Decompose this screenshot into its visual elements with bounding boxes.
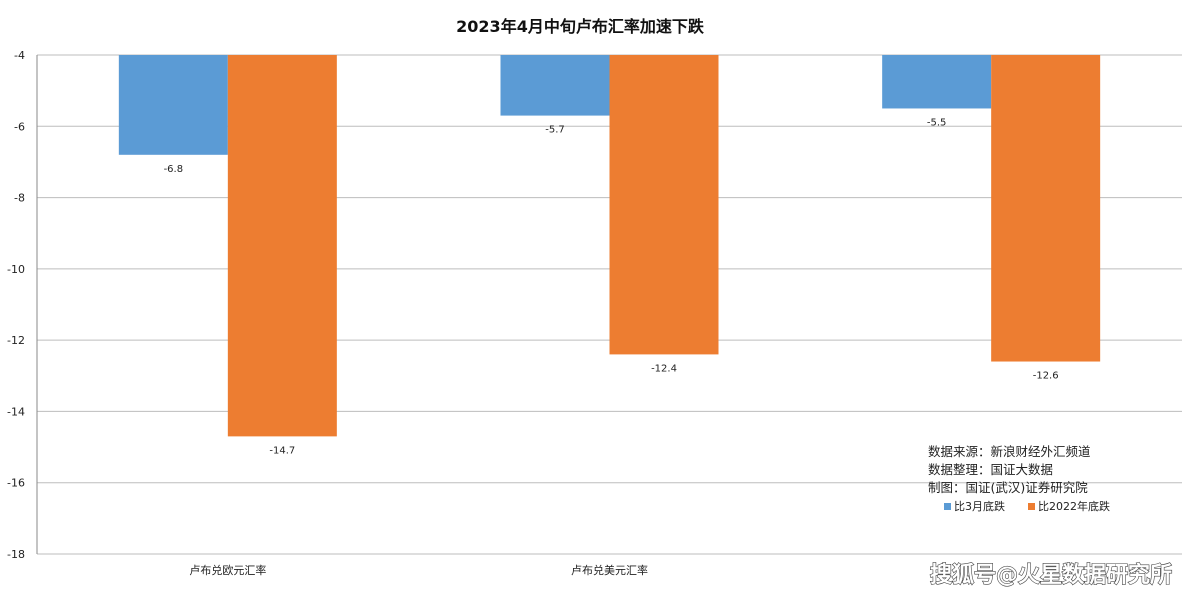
data-label: -6.8 [164, 164, 184, 175]
legend-swatch [944, 503, 951, 510]
data-label: -12.4 [651, 363, 677, 374]
y-tick-label: -6 [14, 120, 25, 133]
y-tick-label: -12 [7, 334, 25, 347]
x-category-label: 卢布兑欧元汇率 [189, 563, 266, 577]
bar [227, 55, 337, 437]
y-tick-label: -18 [7, 548, 25, 561]
data-label: -5.7 [545, 125, 565, 136]
y-tick-label: -16 [7, 477, 25, 490]
legend-swatch [1028, 503, 1035, 510]
bars [118, 55, 1101, 437]
legend-label: 比2022年底跌 [1038, 499, 1110, 513]
data-label: -12.6 [1033, 371, 1059, 382]
note-line-source: 数据来源：新浪财经外汇频道 [928, 444, 1091, 459]
bar [882, 55, 992, 109]
bar [609, 55, 719, 355]
y-tick-label: -10 [7, 263, 25, 276]
legend: 比3月底跌 比2022年底跌 [944, 499, 1110, 513]
y-tick-label: -4 [14, 49, 25, 62]
source-notes: 数据来源：新浪财经外汇频道 数据整理：国证大数据 制图：国证(武汉)证券研究院 [928, 444, 1091, 495]
y-tick-label: -14 [7, 405, 25, 418]
y-tick-label: -8 [14, 192, 25, 205]
x-category-label: 卢布兑美元汇率 [571, 563, 648, 577]
y-axis-ticks: -4 -6 -8 -10 -12 -14 -16 -18 [7, 49, 25, 561]
note-line-compiled: 数据整理：国证大数据 [928, 462, 1053, 477]
data-labels: -6.8 -14.7 -5.7 -12.4 -5.5 -12.6 [164, 117, 1059, 456]
data-label: -14.7 [269, 445, 295, 456]
note-line-charted: 制图：国证(武汉)证券研究院 [928, 480, 1088, 495]
bar [500, 55, 610, 116]
bar [118, 55, 228, 155]
watermark: 搜狐号@火星数据研究所 [930, 562, 1172, 588]
x-axis-categories: 卢布兑欧元汇率 卢布兑美元汇率 [189, 563, 648, 577]
data-label: -5.5 [927, 117, 947, 128]
legend-label: 比3月底跌 [954, 499, 1005, 513]
bar [991, 55, 1101, 362]
chart-title: 2023年4月中旬卢布汇率加速下跌 [456, 17, 705, 36]
